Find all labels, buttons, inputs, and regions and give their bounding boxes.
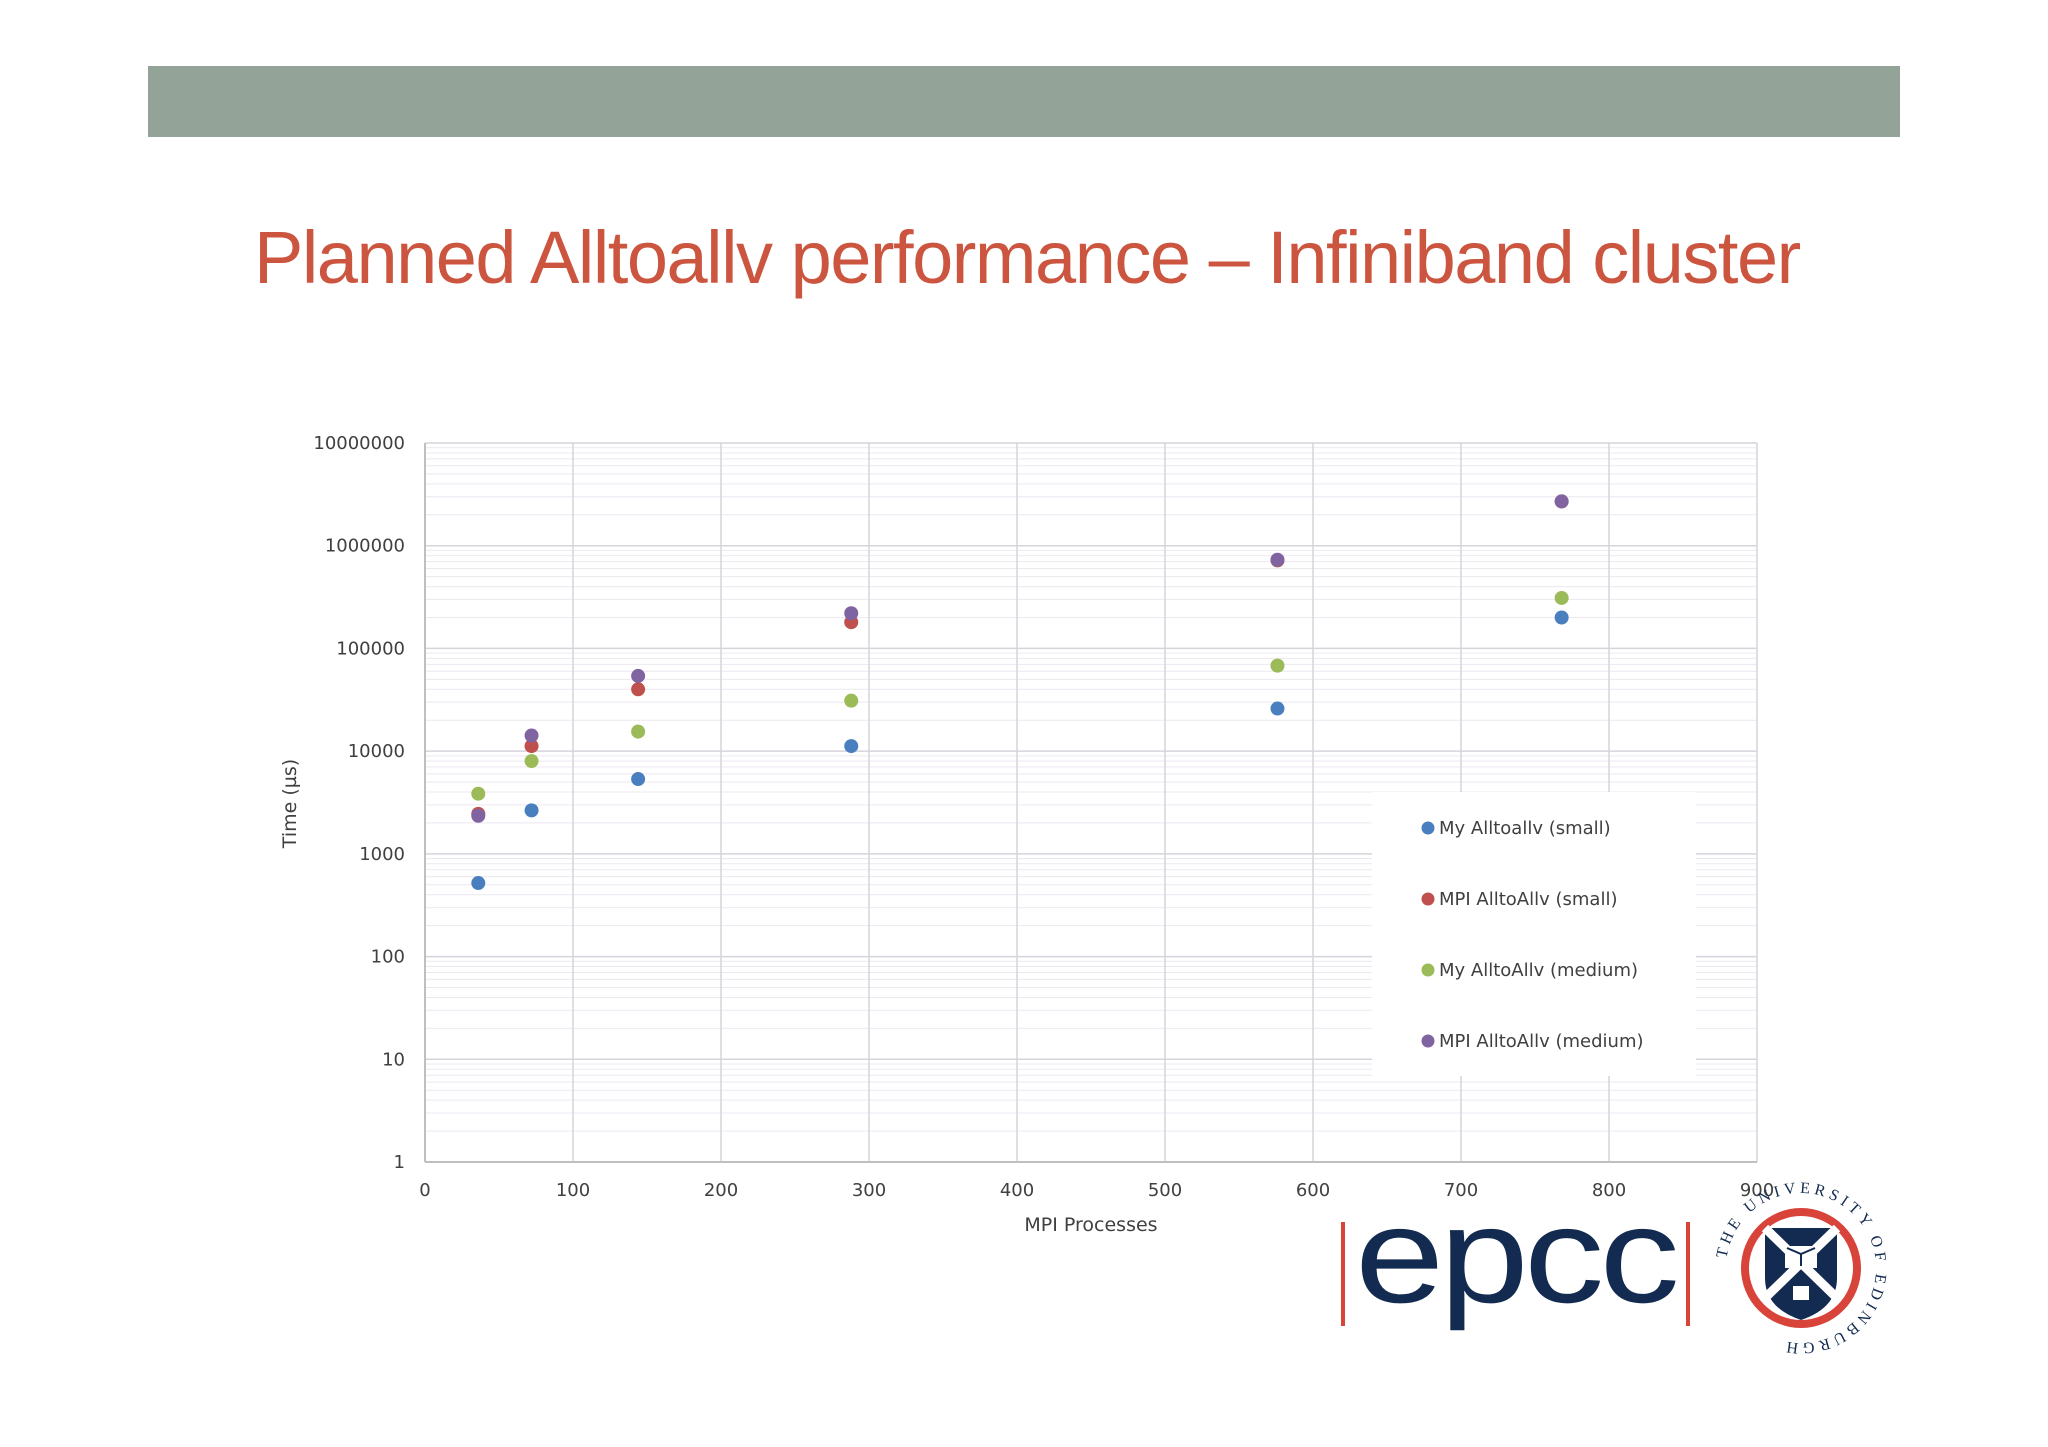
data-point [1270,701,1285,716]
data-point [1554,610,1569,625]
y-tick-label: 1000000 [325,536,405,557]
data-point [631,724,646,739]
y-tick-label: 100 [371,947,405,968]
legend-marker [1421,892,1435,906]
y-tick-label: 10000000 [313,433,405,454]
data-point [844,693,859,708]
university-of-edinburgh-crest: THE UNIVERSITY OF EDINBURGH [1714,1180,1886,1357]
x-tick-label: 500 [1148,1180,1182,1201]
data-point [631,772,646,787]
y-axis-title: Time (µs) [279,759,301,849]
legend-marker [1421,1034,1435,1048]
data-point [1270,552,1285,567]
y-tick-label: 100000 [336,638,405,659]
legend-label: My Alltoallv (small) [1439,818,1611,839]
y-tick-label: 1 [394,1152,405,1173]
epcc-left-bar [1341,1222,1345,1326]
y-tick-label: 10000 [348,741,405,762]
data-point [631,668,646,683]
x-tick-label: 400 [1000,1180,1034,1201]
y-tick-label: 1000 [359,844,405,865]
x-tick-label: 200 [704,1180,738,1201]
x-tick-label: 100 [556,1180,590,1201]
data-point [844,606,859,621]
x-tick-label: 600 [1296,1180,1330,1201]
x-tick-label: 900 [1740,1180,1774,1201]
data-point [471,876,486,891]
x-tick-label: 700 [1444,1180,1478,1201]
x-axis-title: MPI Processes [1024,1214,1157,1236]
header-bar [148,66,1900,137]
epcc-logo: epcc [1341,1179,1690,1331]
legend-box [1372,792,1696,1076]
data-point [524,728,539,743]
x-tick-label: 300 [852,1180,886,1201]
legend-marker [1421,963,1435,977]
legend-label: MPI AlltoAllv (medium) [1439,1031,1644,1052]
data-point [524,739,539,754]
legend-label: MPI AlltoAllv (small) [1439,889,1617,910]
x-tick-label: 0 [419,1180,430,1201]
slide-title: Planned Alltoallv performance – Infiniba… [254,216,1801,299]
data-point [471,786,486,801]
data-point [1554,494,1569,509]
y-tick-label: 10 [382,1049,405,1070]
legend-marker [1421,821,1435,835]
data-point [844,739,859,754]
data-point [631,682,646,697]
x-tick-label: 800 [1592,1180,1626,1201]
epcc-wordmark: epcc [1355,1179,1676,1331]
legend-label: My AlltoAllv (medium) [1439,960,1638,981]
data-point [471,808,486,823]
data-point [524,754,539,769]
data-point [1554,590,1569,605]
epcc-right-bar [1686,1222,1690,1326]
data-point [1270,658,1285,673]
data-point [524,803,539,818]
